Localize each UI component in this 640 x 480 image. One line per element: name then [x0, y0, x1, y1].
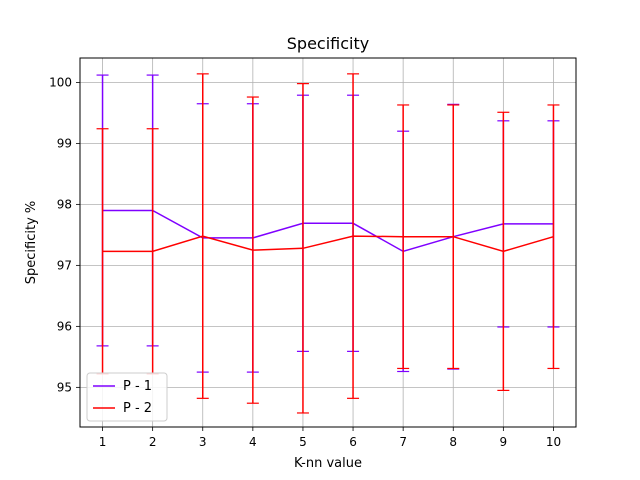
y-tick-label: 96: [57, 319, 72, 333]
y-tick-label: 97: [57, 258, 72, 272]
plot-frame: [79, 57, 577, 428]
x-tick-label: 4: [249, 435, 257, 449]
y-tick-label: 100: [49, 75, 72, 89]
x-tick-label: 3: [199, 435, 207, 449]
x-tick-label: 1: [99, 435, 107, 449]
y-tick-label: 95: [57, 380, 72, 394]
x-tick-label: 9: [500, 435, 508, 449]
series-layer: [96, 73, 560, 414]
x-tick-label: 8: [449, 435, 457, 449]
legend-label: P - 2: [123, 401, 152, 416]
x-tick-label: 10: [546, 435, 561, 449]
series-2: [96, 73, 560, 414]
y-tick-label: 99: [57, 136, 72, 150]
y-axis-label: Specificity %: [24, 201, 39, 284]
x-tick-label: 7: [399, 435, 407, 449]
x-tick-label: 5: [299, 435, 307, 449]
x-axis-label: K-nn value: [294, 456, 362, 471]
x-tick-label: 2: [149, 435, 157, 449]
y-tick-label: 98: [57, 197, 72, 211]
series-line: [102, 209, 554, 253]
legend-label: P - 1: [123, 379, 152, 394]
legend: P - 1 P - 2: [86, 372, 168, 422]
x-tick-label: 6: [349, 435, 357, 449]
series-line: [102, 235, 554, 253]
axis-ticks: 1 2 3 4 5 6 7 8 9 10 95 96 97 98 99 100: [49, 75, 561, 449]
chart-title: Specificity: [287, 34, 369, 53]
legend-box: [86, 372, 168, 422]
